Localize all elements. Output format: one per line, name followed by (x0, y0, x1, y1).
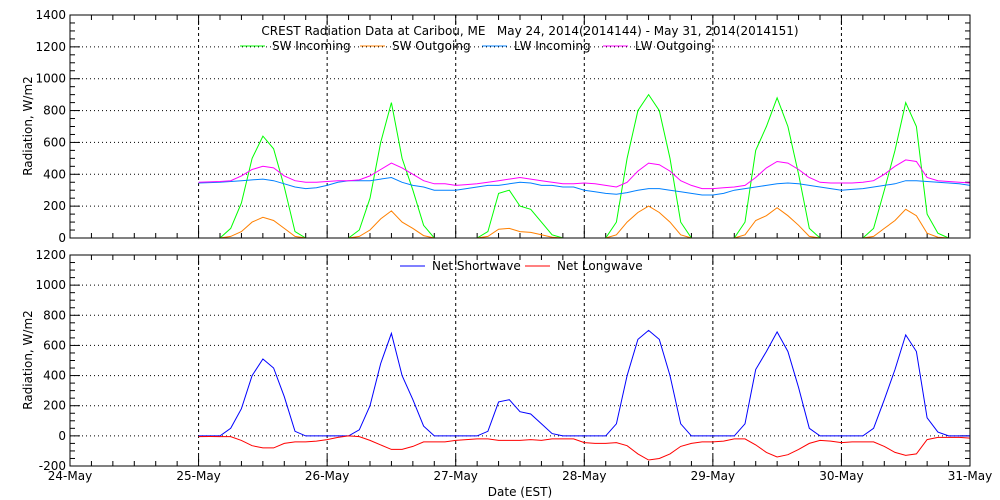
y-tick-label: 0 (58, 231, 66, 245)
y-tick-label: 1400 (35, 8, 66, 22)
y-tick-label: 1000 (35, 278, 66, 292)
y-tick-label: 400 (43, 167, 66, 181)
series-line-lw-incoming (198, 176, 971, 196)
top-legend: SW Incoming SW Outgoing LW Incoming LW Outg… (240, 39, 712, 53)
x-tick-label: 29-May (691, 469, 735, 483)
x-tick-label: 24-May (48, 469, 92, 483)
y-tick-label: 600 (43, 338, 66, 352)
y-tick-label: 200 (43, 199, 66, 213)
top-y-axis-label: Radiation, W/m2 (21, 76, 35, 176)
x-tick-label: 25-May (176, 469, 220, 483)
plot-frame (69, 254, 971, 467)
bottom-legend: Net Shortwave Net Longwave (400, 259, 643, 273)
series-line-net-shortwave (198, 329, 970, 437)
y-tick-label: -200 (39, 459, 66, 473)
y-tick-label: 1000 (35, 72, 66, 86)
y-tick-label: 800 (43, 104, 66, 118)
y-tick-label: 200 (43, 399, 66, 413)
y-tick-label: 1200 (35, 40, 66, 54)
y-tick-label: 600 (43, 135, 66, 149)
x-tick-label: 28-May (562, 469, 606, 483)
x-tick-label: 26-May (305, 469, 349, 483)
bottom-y-axis-label: Radiation, W/m2 (21, 310, 35, 410)
y-tick-label: 0 (58, 429, 66, 443)
series-line-lw-outgoing (198, 159, 971, 190)
y-tick-label: 400 (43, 369, 66, 383)
y-tick-label: 800 (43, 308, 66, 322)
x-tick-label: 27-May (434, 469, 478, 483)
legend-label: SW Incoming (272, 39, 351, 53)
legend-label: LW Incoming (514, 39, 591, 53)
x-tick-label: 30-May (819, 469, 863, 483)
chart-title: CREST Radiation Data at Caribou, ME May … (261, 24, 798, 38)
legend-label: Net Shortwave (432, 259, 521, 273)
plot-frame (69, 14, 971, 239)
legend-label: SW Outgoing (392, 39, 471, 53)
x-axis-label: Date (EST) (488, 485, 552, 499)
y-tick-label: 1200 (35, 248, 66, 262)
legend-label: Net Longwave (557, 259, 643, 273)
x-tick-label: 31-May (948, 469, 992, 483)
legend-label: LW Outgoing (635, 39, 712, 53)
series-line-net-longwave (198, 435, 971, 461)
top-panel: 0 200 400 600 800 1000 1200 1400 (35, 8, 971, 245)
bottom-panel: -200 0 200 400 600 800 1000 1200 24-May 25-May 26-… (35, 248, 992, 483)
